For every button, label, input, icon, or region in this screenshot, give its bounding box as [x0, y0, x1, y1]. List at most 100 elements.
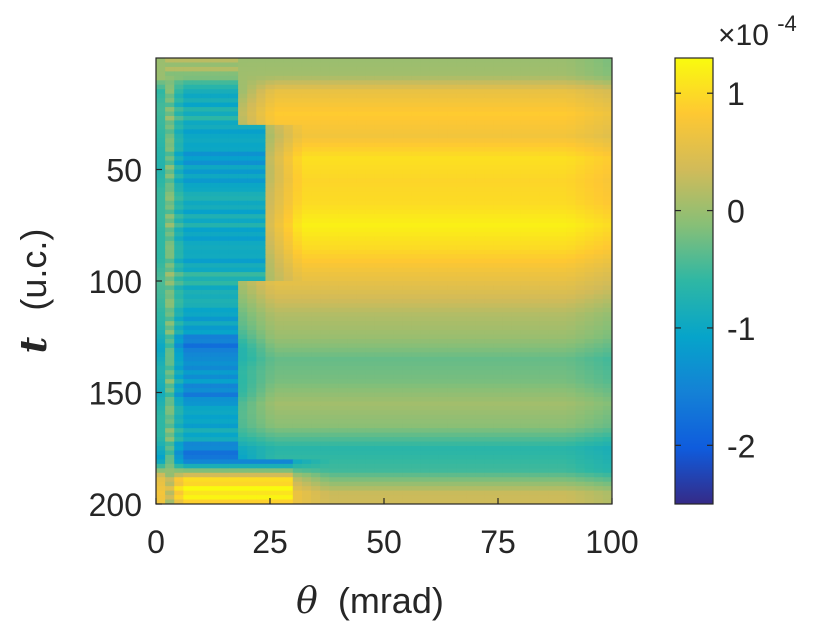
heatmap-cell: [447, 396, 458, 403]
heatmap-cell: [301, 200, 312, 206]
heatmap-cell: [420, 178, 431, 184]
heatmap-cell: [356, 93, 367, 99]
heatmap-cell: [475, 160, 485, 166]
heatmap-cell: [311, 75, 321, 81]
heatmap-cell: [511, 468, 522, 474]
heatmap-cell: [548, 432, 558, 438]
heatmap-cell: [219, 205, 230, 211]
heatmap-cell: [466, 227, 476, 233]
heatmap-cell: [520, 75, 531, 81]
heatmap-cell: [219, 477, 230, 483]
heatmap-cell: [283, 84, 294, 90]
heatmap-cell: [238, 450, 248, 456]
heatmap-cell: [456, 160, 467, 166]
heatmap-cell: [384, 263, 394, 269]
heatmap-cell: [238, 361, 248, 367]
heatmap-cell: [584, 209, 595, 215]
heatmap-cell: [183, 187, 194, 193]
heatmap-cell: [265, 361, 276, 367]
heatmap-cell: [338, 285, 349, 291]
heatmap-cell: [283, 223, 294, 229]
heatmap-cell: [520, 490, 531, 496]
heatmap-cell: [456, 343, 467, 349]
heatmap-cell: [183, 218, 194, 224]
heatmap-cell: [602, 312, 612, 318]
heatmap-cell: [256, 98, 267, 104]
heatmap-cell: [201, 428, 212, 434]
heatmap-cell: [502, 352, 513, 358]
heatmap-cell: [502, 414, 513, 420]
heatmap-cell: [520, 356, 531, 362]
heatmap-cell: [356, 330, 367, 336]
heatmap-cell: [475, 245, 485, 251]
heatmap-cell: [265, 396, 276, 403]
heatmap-cell: [447, 272, 458, 278]
heatmap-cell: [320, 209, 330, 215]
heatmap-cell: [548, 66, 558, 72]
heatmap-cell: [356, 388, 367, 394]
heatmap-cell: [156, 93, 166, 99]
heatmap-cell: [557, 151, 567, 157]
heatmap-cell: [174, 312, 184, 318]
heatmap-cell: [347, 124, 358, 130]
heatmap-cell: [584, 281, 595, 287]
heatmap-cell: [529, 490, 540, 496]
heatmap-cell: [274, 472, 285, 478]
heatmap-cell: [402, 383, 412, 389]
heatmap-cell: [201, 58, 212, 64]
heatmap-cell: [283, 356, 294, 362]
heatmap-cell: [201, 142, 212, 148]
heatmap-cell: [411, 428, 422, 434]
heatmap-cell: [584, 307, 595, 313]
heatmap-cell: [283, 156, 294, 162]
heatmap-cell: [511, 196, 522, 202]
heatmap-cell: [548, 133, 558, 139]
heatmap-cell: [420, 490, 431, 496]
heatmap-cell: [256, 405, 267, 411]
heatmap-cell: [311, 361, 321, 367]
heatmap-cell: [548, 182, 558, 188]
heatmap-cell: [411, 196, 422, 202]
heatmap-cell: [584, 107, 595, 113]
heatmap-cell: [520, 343, 531, 349]
heatmap-cell: [274, 258, 285, 264]
heatmap-cell: [192, 214, 203, 220]
heatmap-cell: [238, 263, 248, 269]
heatmap-cell: [593, 84, 604, 90]
heatmap-cell: [265, 160, 276, 166]
heatmap-cell: [329, 330, 339, 336]
heatmap-cell: [456, 196, 467, 202]
heatmap-cell: [165, 151, 175, 157]
heatmap-cell: [493, 214, 504, 220]
heatmap-cell: [466, 396, 476, 403]
heatmap-cell: [575, 209, 586, 215]
heatmap-cell: [228, 151, 239, 157]
heatmap-cell: [356, 338, 367, 345]
heatmap-cell: [502, 124, 513, 130]
heatmap-cell: [511, 272, 522, 278]
heatmap-cell: [548, 338, 558, 345]
heatmap-cell: [374, 223, 385, 229]
heatmap-cell: [320, 58, 330, 64]
heatmap-cell: [356, 414, 367, 420]
heatmap-cell: [566, 223, 577, 229]
heatmap-cell: [165, 138, 175, 144]
heatmap-cell: [238, 71, 248, 77]
heatmap-cell: [420, 124, 431, 130]
heatmap-cell: [265, 428, 276, 434]
heatmap-cell: [511, 178, 522, 184]
heatmap-cell: [520, 66, 531, 72]
heatmap-cell: [420, 165, 431, 171]
heatmap-cell: [447, 124, 458, 130]
heatmap-cell: [183, 347, 194, 353]
heatmap-cell: [210, 227, 221, 233]
heatmap-cell: [247, 93, 257, 99]
heatmap-cell: [447, 165, 458, 171]
heatmap-cell: [402, 388, 412, 394]
heatmap-cell: [247, 321, 257, 327]
heatmap-cell: [557, 365, 567, 371]
heatmap-cell: [475, 80, 485, 86]
heatmap-cell: [438, 111, 449, 117]
heatmap-cell: [374, 89, 385, 95]
heatmap-cell: [484, 58, 495, 64]
